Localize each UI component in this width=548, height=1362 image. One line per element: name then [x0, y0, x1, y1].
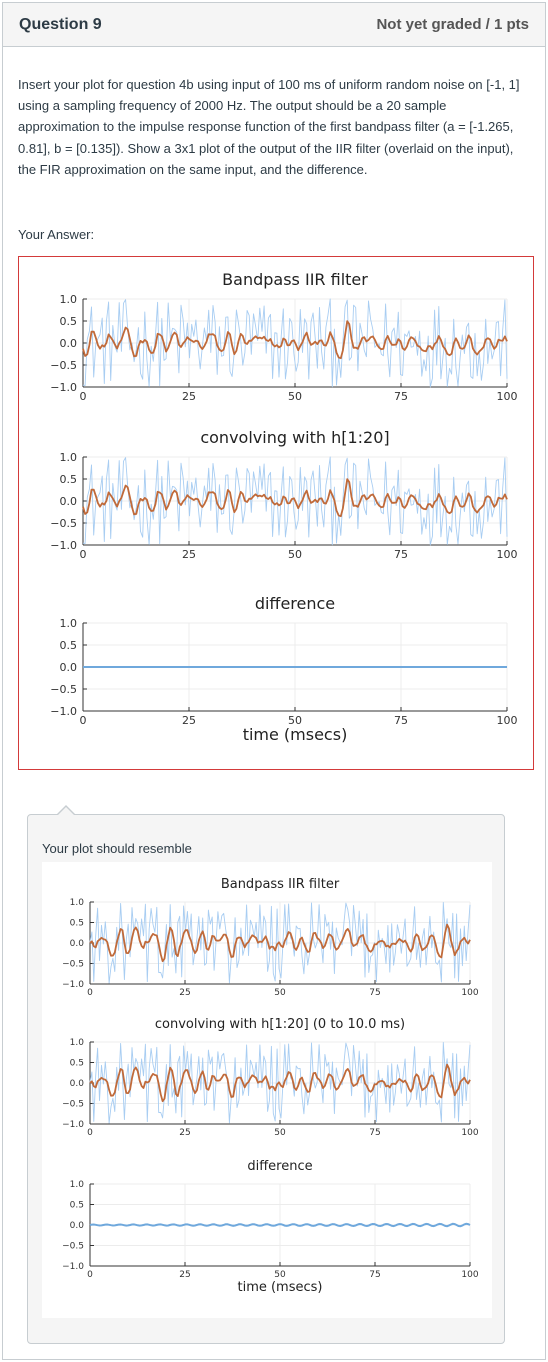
y-tick-label: 1.0	[60, 451, 78, 464]
y-tick-label: 0.0	[60, 495, 78, 508]
subplot-title: Bandpass IIR filter	[222, 270, 368, 289]
x-tick-label: 75	[394, 714, 408, 727]
series-filter-output	[82, 478, 508, 518]
x-tick-label: 100	[497, 390, 518, 403]
subplot-title: convolving with h[1:20]	[200, 428, 389, 447]
x-tick-label: 100	[497, 714, 518, 727]
y-tick-label: 1.0	[70, 1038, 85, 1048]
x-tick-label: 75	[394, 390, 408, 403]
subplot: difference 1.0 0.5 0.0 −0.5 −1.00 25 50 75 100 tim…	[62, 1159, 479, 1295]
subplot-title: difference	[255, 594, 335, 613]
x-tick-label: 0	[87, 1270, 93, 1280]
y-tick-label: −0.5	[62, 960, 84, 970]
x-tick-label: 25	[182, 548, 196, 561]
y-tick-label: −1.0	[62, 980, 84, 990]
series-difference	[89, 1222, 471, 1228]
x-tick-label: 50	[288, 714, 302, 727]
your-answer-label: Your Answer:	[18, 227, 95, 242]
subplot: Bandpass IIR filter 1.0 0.5 0.0 −0.5 −1.00 25 5…	[62, 877, 479, 998]
y-tick-label: 0.5	[60, 473, 78, 486]
x-tick-label: 0	[87, 1128, 93, 1138]
y-tick-label: 0.5	[70, 1059, 84, 1069]
y-tick-label: −1.0	[62, 1120, 84, 1130]
x-tick-label: 50	[274, 1270, 286, 1280]
x-tick-label: 50	[274, 1128, 286, 1138]
x-tick-label: 50	[274, 988, 286, 998]
y-tick-label: −1.0	[50, 381, 77, 394]
y-tick-label: 0.5	[60, 315, 78, 328]
series-filter-output	[89, 1063, 471, 1103]
subplot: difference 1.0 0.5 0.0 −0.5 −1.00 25 50 75 100 tim…	[50, 594, 517, 744]
x-tick-label: 50	[288, 390, 302, 403]
x-axis-label: time (msecs)	[243, 725, 348, 744]
series-input-noise	[82, 456, 508, 546]
x-tick-label: 25	[182, 390, 196, 403]
y-tick-label: −0.5	[50, 517, 77, 530]
x-tick-label: 0	[80, 390, 87, 403]
y-tick-label: 0.5	[70, 1201, 84, 1211]
x-tick-label: 25	[182, 714, 196, 727]
x-tick-label: 0	[80, 548, 87, 561]
series-input-noise	[89, 902, 471, 984]
question-header: Question 9 Not yet graded / 1 pts	[3, 3, 545, 47]
y-tick-label: 1.0	[70, 898, 85, 908]
x-tick-label: 25	[179, 1128, 190, 1138]
question-text: Insert your plot for question 4b using i…	[18, 77, 520, 177]
series-input-noise	[89, 1042, 471, 1124]
subplot: convolving with h[1:20] 1.0 0.5 0.0 −0.5 −1.0…	[50, 428, 517, 561]
resemble-label: Your plot should resemble	[42, 841, 192, 856]
x-tick-label: 0	[87, 988, 93, 998]
subplot: Bandpass IIR filter 1.0 0.5 0.0 −0.5 −1.00 25 5…	[50, 270, 517, 403]
x-tick-label: 100	[461, 988, 478, 998]
y-tick-label: −0.5	[62, 1100, 84, 1110]
x-tick-label: 0	[80, 714, 87, 727]
y-tick-label: 1.0	[60, 617, 78, 630]
reference-plot-image: Bandpass IIR filter 1.0 0.5 0.0 −0.5 −1.0 0 25 5…	[42, 862, 492, 1318]
y-tick-label: −1.0	[50, 705, 77, 718]
question-grade: Not yet graded / 1 pts	[376, 16, 529, 33]
y-tick-label: 0.5	[60, 639, 78, 652]
subplot-title: difference	[247, 1159, 312, 1174]
series-filter-output	[82, 320, 508, 360]
y-tick-label: −0.5	[50, 359, 77, 372]
answer-plot-box: Bandpass IIR filter 1.0 0.5 0.0 −0.5 −1.0 0 25 5…	[18, 256, 534, 770]
x-axis-label: time (msecs)	[237, 1280, 322, 1295]
x-tick-label: 75	[369, 988, 380, 998]
x-tick-label: 75	[394, 548, 408, 561]
y-tick-label: 0.0	[60, 661, 78, 674]
x-tick-label: 25	[179, 1270, 190, 1280]
y-tick-label: 0.0	[60, 337, 78, 350]
x-tick-label: 100	[461, 1270, 478, 1280]
y-tick-label: 0.0	[70, 1079, 85, 1089]
y-tick-label: 0.0	[70, 1221, 85, 1231]
x-tick-label: 75	[369, 1270, 380, 1280]
x-tick-label: 100	[497, 548, 518, 561]
subplot-title: convolving with h[1:20] (0 to 10.0 ms)	[155, 1017, 405, 1032]
y-tick-label: 0.0	[70, 939, 85, 949]
y-tick-label: 1.0	[60, 293, 78, 306]
y-tick-label: −1.0	[62, 1262, 84, 1272]
subplot: convolving with h[1:20] (0 to 10.0 ms) 1.…	[62, 1017, 479, 1138]
x-tick-label: 75	[369, 1128, 380, 1138]
y-tick-label: 0.5	[70, 919, 84, 929]
question-title: Question 9	[19, 16, 102, 33]
x-tick-label: 50	[288, 548, 302, 561]
x-tick-label: 25	[179, 988, 190, 998]
y-tick-label: 1.0	[70, 1180, 85, 1190]
y-tick-label: −1.0	[50, 539, 77, 552]
x-tick-label: 100	[461, 1128, 478, 1138]
y-tick-label: −0.5	[50, 683, 77, 696]
series-input-noise	[82, 298, 508, 388]
series-filter-output	[89, 923, 471, 963]
y-tick-label: −0.5	[62, 1242, 84, 1252]
subplot-title: Bandpass IIR filter	[221, 877, 340, 892]
